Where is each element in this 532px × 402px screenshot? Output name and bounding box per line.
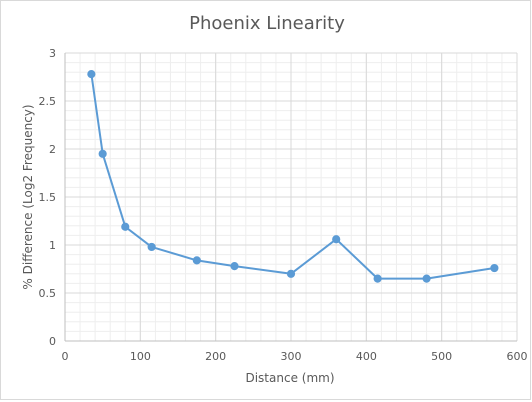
data-point (230, 262, 239, 271)
data-point (286, 269, 296, 278)
data-point (121, 222, 130, 231)
y-axis-title: % Difference (Log2 Frequency) (21, 104, 35, 289)
x-tick-label: 200 (205, 350, 226, 363)
x-tick-label: 300 (281, 350, 302, 363)
data-point (373, 274, 382, 283)
axes (64, 53, 517, 342)
x-tick-label: 400 (356, 350, 377, 363)
data-point (98, 149, 107, 158)
x-tick-label: 600 (507, 350, 528, 363)
x-tick-label: 100 (130, 350, 151, 363)
series-group (87, 70, 499, 283)
y-tick-label: 2 (49, 143, 56, 156)
y-tick-label: 1 (49, 239, 56, 252)
x-tick-label: 0 (62, 350, 69, 363)
chart-title: Phoenix Linearity (189, 13, 345, 34)
y-tick-label: 1.5 (39, 191, 57, 204)
y-tick-label: 3 (49, 47, 56, 60)
data-point (332, 235, 341, 244)
data-point (490, 263, 499, 273)
data-point (87, 70, 96, 79)
y-tick-label: 0.5 (39, 287, 57, 300)
data-point (147, 242, 156, 252)
y-tick-label: 0 (49, 335, 56, 348)
tick-labels: 0 100 200 300 400 500 600 0 0.5 1 1.5 2 2.5 3 (39, 47, 528, 363)
data-point (192, 256, 201, 265)
grid (64, 52, 518, 342)
x-axis-title: Distance (mm) (245, 371, 334, 385)
data-point (422, 274, 431, 283)
y-tick-label: 2.5 (39, 95, 57, 108)
x-tick-label: 500 (431, 350, 452, 363)
